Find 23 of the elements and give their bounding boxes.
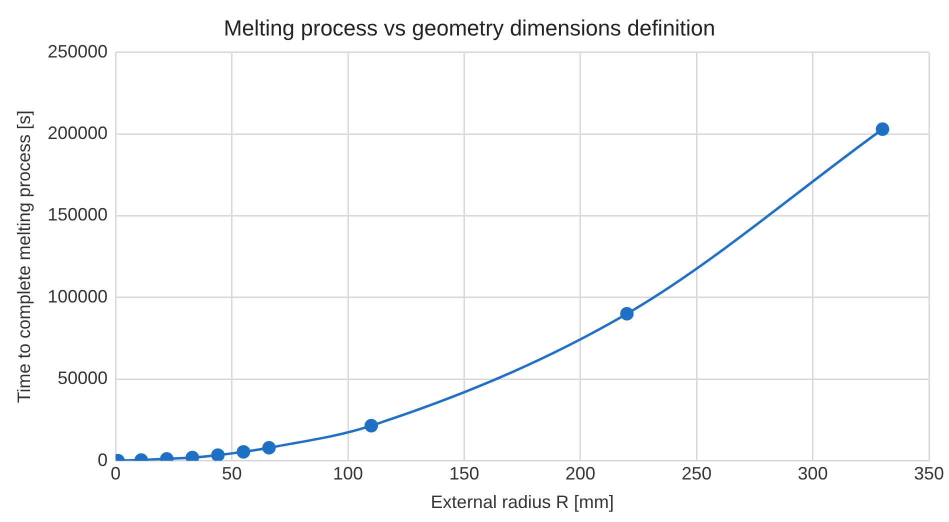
x-axis-title: External radius R [mm]: [430, 492, 614, 512]
point: [262, 440, 276, 454]
x-tick-label: 150: [449, 464, 480, 484]
x-tick-label: 350: [914, 464, 944, 484]
y-tick-label: 250000: [48, 41, 108, 62]
y-tick-label: 0: [98, 450, 108, 470]
y-tick-label: 150000: [48, 204, 108, 225]
x-tick-label: 250: [682, 464, 712, 484]
x-tick-label: 300: [798, 464, 828, 484]
point: [620, 307, 634, 321]
y-tick-label: 100000: [48, 286, 108, 306]
point: [211, 448, 225, 461]
x-tick-label: 50: [222, 464, 242, 484]
point: [876, 122, 890, 136]
x-tick-label: 0: [110, 464, 121, 484]
point: [236, 445, 250, 459]
x-tick-label: 200: [565, 464, 596, 484]
y-tick-label: 50000: [58, 368, 108, 388]
y-axis-title: Time to complete melting process [s]: [14, 110, 34, 403]
x-tick-label: 100: [333, 464, 364, 484]
chart-title: Melting process vs geometry dimensions definition: [224, 15, 716, 40]
y-tick-label: 200000: [48, 123, 108, 144]
point: [364, 418, 378, 432]
